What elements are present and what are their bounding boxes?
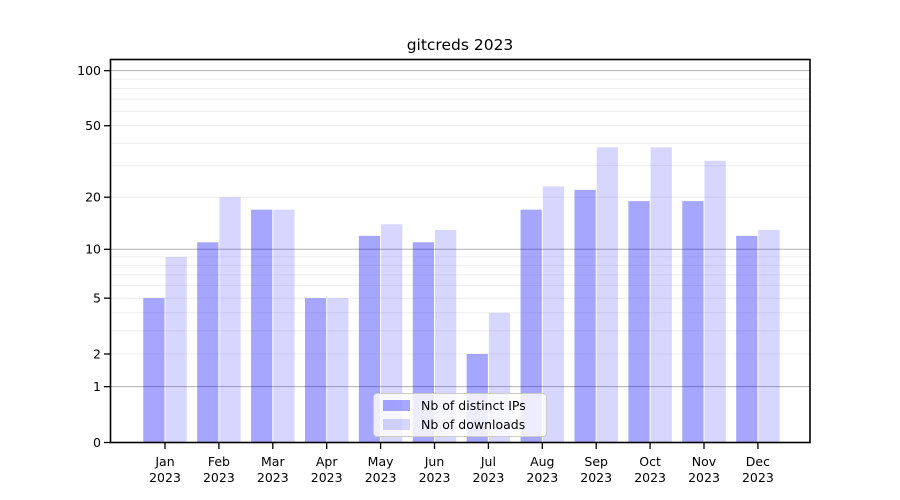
- bar-aug-distinct-ips: [520, 209, 542, 443]
- legend-row-downloads: Nb of downloads: [383, 415, 537, 433]
- bar-nov-distinct-ips: [682, 201, 704, 443]
- x-tick-label: May 2023: [365, 454, 397, 485]
- legend-label-distinct-ips: Nb of distinct IPs: [421, 398, 526, 414]
- x-tick-label: Jun 2023: [419, 454, 451, 485]
- y-tick-label: 100: [77, 63, 101, 78]
- y-tick-label: 50: [85, 118, 101, 133]
- bar-jan-downloads: [165, 256, 187, 443]
- legend-swatch-downloads: [383, 418, 410, 430]
- x-tick-label: Mar 2023: [257, 454, 289, 485]
- bar-may-downloads: [381, 224, 403, 443]
- bar-nov-downloads: [704, 160, 726, 443]
- legend-label-downloads: Nb of downloads: [421, 416, 526, 432]
- x-tick-label: Nov 2023: [688, 454, 720, 485]
- y-tick-label: 10: [85, 242, 101, 257]
- x-tick-label: Oct 2023: [634, 454, 666, 485]
- axes-spines: [109, 58, 811, 444]
- y-tick-label: 20: [85, 190, 101, 205]
- x-tick-label: Apr 2023: [311, 454, 343, 485]
- bar-feb-distinct-ips: [197, 242, 219, 443]
- y-tick-label: 2: [93, 346, 101, 361]
- bar-aug-downloads: [542, 186, 565, 443]
- legend-row-distinct-ips: Nb of distinct IPs: [383, 397, 537, 415]
- legend-swatch-distinct-ips: [383, 400, 410, 412]
- bar-sep-distinct-ips: [574, 189, 596, 443]
- bar-may-distinct-ips: [358, 235, 381, 443]
- bar-apr-downloads: [327, 298, 349, 443]
- bar-jun-distinct-ips: [412, 242, 434, 443]
- bar-mar-downloads: [273, 209, 295, 443]
- bar-dec-downloads: [758, 229, 780, 443]
- x-tick-label: Dec 2023: [742, 454, 774, 485]
- bar-sep-downloads: [596, 147, 618, 443]
- y-tick-label: 1: [93, 379, 101, 394]
- y-tick-label: 0: [93, 435, 101, 450]
- chart-legend: Nb of distinct IPs Nb of downloads: [373, 393, 547, 437]
- bar-jun-downloads: [435, 229, 457, 443]
- bar-oct-distinct-ips: [628, 201, 650, 443]
- x-tick-label: Sep 2023: [580, 454, 612, 485]
- x-tick-label: Feb 2023: [203, 454, 235, 485]
- x-tick-label: Jul 2023: [472, 454, 504, 485]
- bar-feb-downloads: [219, 197, 241, 443]
- bar-dec-distinct-ips: [736, 235, 758, 443]
- y-tick-label: 5: [93, 290, 101, 305]
- bar-mar-distinct-ips: [251, 209, 273, 443]
- bar-jan-distinct-ips: [143, 298, 165, 443]
- x-tick-label: Aug 2023: [526, 454, 558, 485]
- bar-apr-distinct-ips: [304, 298, 327, 443]
- bar-oct-downloads: [650, 147, 672, 443]
- x-tick-label: Jan 2023: [149, 454, 181, 485]
- chart-title: gitcreds 2023: [406, 36, 514, 54]
